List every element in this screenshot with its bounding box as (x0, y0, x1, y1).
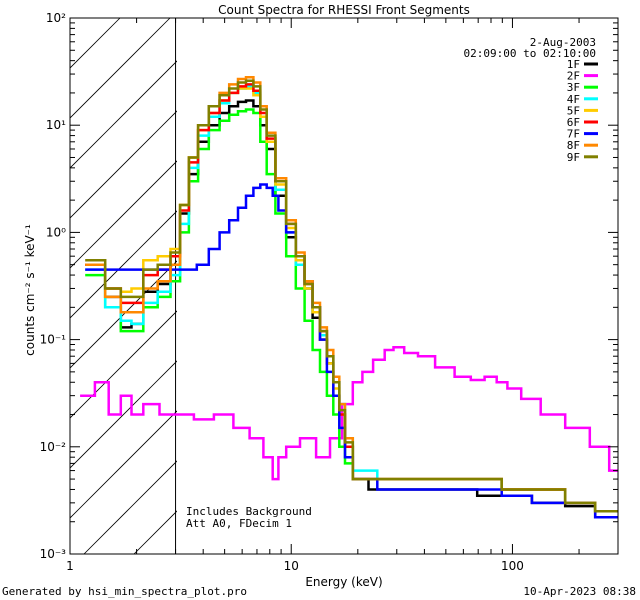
x-tick-label: 1 (66, 559, 74, 573)
legend-label-4F: 4F (567, 93, 580, 106)
legend-label-8F: 8F (567, 139, 580, 152)
x-tick-label: 100 (501, 559, 524, 573)
legend-label-5F: 5F (567, 104, 580, 117)
x-axis-label: Energy (keV) (305, 575, 382, 589)
y-tick-label: 10⁻¹ (40, 333, 67, 347)
series-3F (85, 108, 618, 513)
hatch-line (70, 410, 177, 519)
legend-label-6F: 6F (567, 116, 580, 129)
hatch-line (484, 18, 640, 554)
y-axis-label: counts cm⁻² s⁻¹ keV⁻¹ (23, 224, 37, 356)
series-7F (85, 183, 618, 519)
legend-label-7F: 7F (567, 128, 580, 141)
hatch-line (70, 210, 177, 319)
hatch-line (434, 18, 640, 554)
legend-label-3F: 3F (567, 81, 580, 94)
hatched-region (70, 18, 640, 554)
y-tick-label: 10⁻² (40, 440, 67, 454)
plot-frame (69, 17, 619, 555)
legend-time-range: 02:09:00 to 02:10:00 (464, 47, 596, 60)
axes: 1 10 100 10⁻³ 10⁻² 10⁻¹ 10⁰ 10¹ 10² (40, 11, 619, 573)
series-5F (85, 87, 618, 513)
hatch-line (70, 360, 177, 469)
footer-date: 10-Apr-2023 08:38 (523, 585, 636, 598)
series-1F (85, 99, 618, 519)
hatch-line (70, 18, 171, 119)
hatch-line (70, 260, 177, 369)
legend-date: 2-Aug-2003 (530, 36, 596, 49)
annotation-attenuator: Att A0, FDecim 1 (186, 517, 292, 530)
legend-label-1F: 1F (567, 58, 580, 71)
hatch-line (133, 510, 177, 554)
y-tick-label: 10² (46, 11, 66, 25)
hatch-line (384, 18, 640, 554)
legend-label-2F: 2F (567, 70, 580, 83)
y-tick-label: 10¹ (46, 118, 66, 132)
y-tick-label: 10⁰ (46, 225, 66, 239)
chart-title: Count Spectra for RHESSI Front Segments (218, 3, 470, 17)
annotation-background: Includes Background (186, 505, 312, 518)
series-9F (85, 79, 618, 513)
hatch-line (83, 460, 177, 554)
x-tick-label: 10 (284, 559, 299, 573)
legend-label-9F: 9F (567, 151, 580, 164)
y-tick-label: 10⁻³ (40, 547, 67, 561)
footer-generated: Generated by hsi_min_spectra_plot.pro (2, 585, 247, 598)
series-4F (85, 85, 618, 513)
series-8F (85, 76, 618, 513)
series-group (80, 76, 618, 519)
legend: 2-Aug-2003 02:09:00 to 02:10:00 1F2F3F4F… (464, 36, 598, 164)
hatch-line (70, 60, 177, 169)
